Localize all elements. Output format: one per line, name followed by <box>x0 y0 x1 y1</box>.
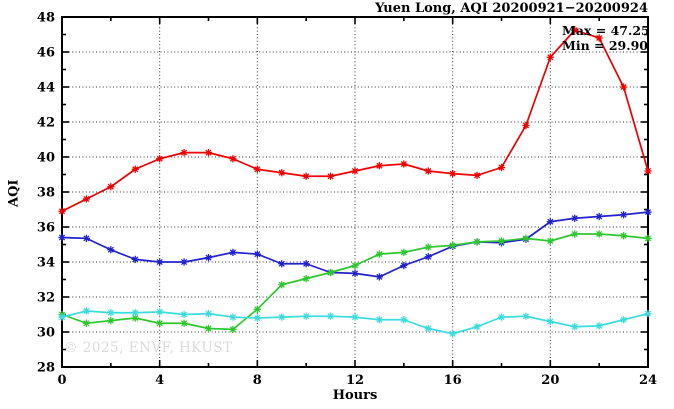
y-tick-label: 44 <box>37 81 55 96</box>
y-tick-label: 48 <box>37 11 55 26</box>
series-cyan <box>58 307 652 338</box>
y-tick-label: 36 <box>37 221 55 236</box>
x-tick-label: 20 <box>541 373 559 388</box>
series-red <box>58 26 652 215</box>
series-markers-red <box>58 26 652 215</box>
y-tick-label: 32 <box>37 291 55 306</box>
y-tick-label: 46 <box>37 46 55 61</box>
x-tick-label: 0 <box>57 373 66 388</box>
x-tick-label: 4 <box>155 373 164 388</box>
max-value-label: Max = 47.25 <box>562 23 650 38</box>
series-markers-cyan <box>58 307 652 338</box>
min-value-label: Min = 29.90 <box>562 38 648 53</box>
chart-title: Yuen Long, AQI 20200921−20200924 <box>375 1 648 16</box>
x-tick-label: 24 <box>639 373 657 388</box>
x-tick-label: 12 <box>346 373 364 388</box>
y-tick-label: 34 <box>37 256 55 271</box>
y-axis-label: AQI <box>6 179 22 207</box>
y-tick-label: 40 <box>37 151 55 166</box>
watermark: © 2025, ENVF, HKUST <box>64 340 233 356</box>
y-tick-label: 42 <box>37 116 55 131</box>
y-tick-label: 30 <box>37 326 55 341</box>
x-tick-label: 8 <box>253 373 262 388</box>
series-blue <box>58 208 652 281</box>
y-tick-label: 38 <box>37 186 55 201</box>
x-axis-label: Hours <box>332 388 378 403</box>
max-min-annotation: Max = 47.25 Min = 29.90 <box>562 23 650 53</box>
y-tick-label: 28 <box>37 361 55 376</box>
x-tick-label: 16 <box>444 373 462 388</box>
